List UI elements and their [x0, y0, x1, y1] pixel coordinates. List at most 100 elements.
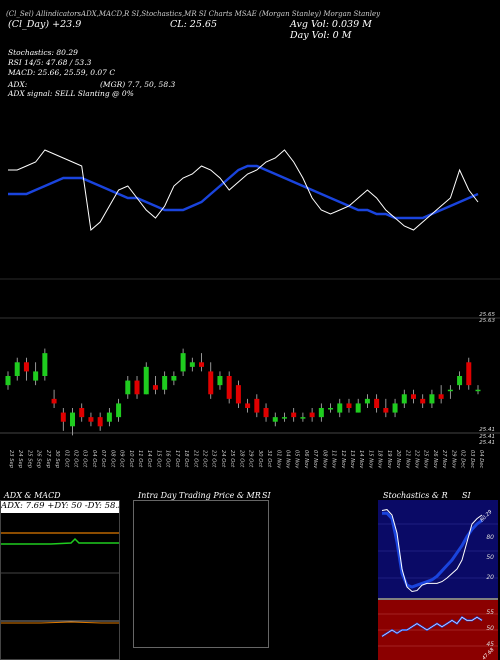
candle-body [226, 376, 232, 399]
rsi-readout: RSI 14/5: 47.68 / 53.3 [8, 58, 92, 67]
candle-body [42, 353, 48, 376]
candle-body [447, 389, 453, 392]
adx-panel-title: ADX & MACD [4, 491, 61, 500]
candle-body [466, 362, 472, 386]
price-label-top2: 25.63 [479, 318, 495, 324]
adx-readout: ADX: [8, 80, 28, 89]
stochastics-readout: Stochastics: 80.29 [8, 48, 78, 57]
candle-body [60, 412, 66, 422]
candle-body [14, 362, 20, 376]
date-label: 17 Oct [174, 450, 180, 468]
stoch-panel-title: Stochastics & R [383, 491, 448, 500]
candle-body [392, 403, 398, 413]
mr-panel-title: Intra Day Trading Price & MR [138, 491, 261, 500]
date-label: 25 Oct [229, 450, 235, 468]
candle-body [300, 417, 306, 419]
date-label: 26 Nov [432, 450, 438, 469]
adx-macd-plot [1, 532, 119, 624]
candle-body [374, 398, 380, 408]
candle-body [143, 366, 149, 395]
date-label: 22 Oct [202, 450, 208, 468]
date-label: 09 Oct [119, 450, 125, 468]
candle-body [438, 394, 444, 399]
stoch-rsi-line [382, 511, 483, 589]
date-label: 18 Nov [377, 450, 383, 469]
candle-body [33, 371, 39, 381]
candle-body [23, 362, 29, 372]
candle-body [263, 408, 269, 418]
candle-body [272, 417, 278, 422]
candle-body [171, 376, 177, 381]
date-label: 23 Sep [8, 450, 14, 469]
price-label-top1: 25.65 [479, 312, 495, 318]
macd-readout: MACD: 25.66, 25.59, 0.07 C [8, 68, 116, 77]
rsi-label-50: 50 [486, 625, 494, 632]
candle-body [106, 412, 112, 422]
date-label: 31 Oct [266, 450, 272, 468]
date-label: 29 Oct [248, 450, 254, 468]
rsi-label-55: 55 [486, 609, 494, 616]
date-label: 30 Oct [257, 450, 263, 468]
price-label-bot3: 25.41 [479, 440, 495, 446]
date-label: 01 Nov [275, 450, 281, 469]
candle-body [429, 394, 435, 404]
candle-body [180, 353, 186, 372]
date-label: 28 Oct [238, 450, 244, 468]
stoch-panel-suffix: SI [462, 491, 471, 500]
candle-body [457, 376, 463, 386]
day-change: (Cl_Day) +23.9 [8, 19, 82, 30]
candle-body [79, 408, 85, 418]
candle-body [199, 362, 205, 367]
candle-body [364, 398, 370, 404]
date-label: 25 Sep [26, 450, 32, 469]
rsi-label-45: 45 [486, 641, 494, 648]
candle-body [235, 385, 241, 404]
date-label: 24 Oct [220, 450, 226, 468]
candle-body [401, 394, 407, 404]
date-label: 13 Nov [349, 450, 355, 469]
date-label: 19 Nov [386, 450, 392, 469]
date-label: 12 Nov [340, 450, 346, 469]
mr-panel [133, 500, 269, 648]
candle-body [410, 394, 416, 399]
mr-readout: (MGR) 7.7, 50, 58.3 [100, 80, 176, 89]
mr-panel-suffix: SI [262, 491, 271, 500]
candle-body [97, 417, 103, 427]
date-label: 01 Oct [63, 450, 69, 468]
candle-body [346, 403, 352, 408]
rsi-panel-line-white [381, 616, 483, 637]
stoch-label-80: 80 [486, 534, 494, 541]
price-label-bot1: 25.41 [479, 427, 495, 433]
date-label: 15 Nov [367, 450, 373, 469]
rsi-line [8, 149, 479, 231]
header-strip: (Cl_Sel) AllindicatorsADX,MACD,R SI,Stoc… [6, 10, 381, 18]
date-label: 21 Oct [192, 450, 198, 468]
date-label: 21 Nov [404, 450, 410, 469]
candle-body [328, 408, 334, 410]
price-label-bot2: 25.41 [479, 434, 495, 440]
date-label: 30 Sep [54, 450, 60, 469]
date-label: 22 Nov [413, 450, 419, 469]
date-label: 07 Nov [312, 450, 318, 469]
date-label: 11 Oct [137, 450, 143, 468]
stoch-line [381, 509, 483, 593]
date-label: 20 Nov [395, 450, 401, 469]
signal-readout: ADX signal: SELL Slanting @ 0% [8, 89, 134, 98]
candle-body [70, 412, 76, 427]
date-label: 27 Nov [441, 450, 447, 469]
candle-body [383, 408, 389, 413]
date-label: 08 Nov [321, 450, 327, 469]
date-label: 07 Oct [100, 450, 106, 468]
adx-panel: ADX: 7.69 +DY: 50 -DY: 58.33 [0, 500, 120, 660]
stoch-label-50: 50 [486, 554, 494, 561]
date-label: 14 Oct [146, 450, 152, 468]
date-label: 27 Sep [45, 450, 51, 469]
candle-body [254, 398, 260, 413]
candle-body [318, 408, 324, 418]
candle-body [245, 403, 251, 408]
date-label: 05 Nov [294, 450, 300, 469]
date-label: 29 Nov [450, 450, 456, 469]
candle-body [217, 376, 223, 386]
candle-body [5, 376, 11, 386]
candle-body [355, 403, 361, 413]
